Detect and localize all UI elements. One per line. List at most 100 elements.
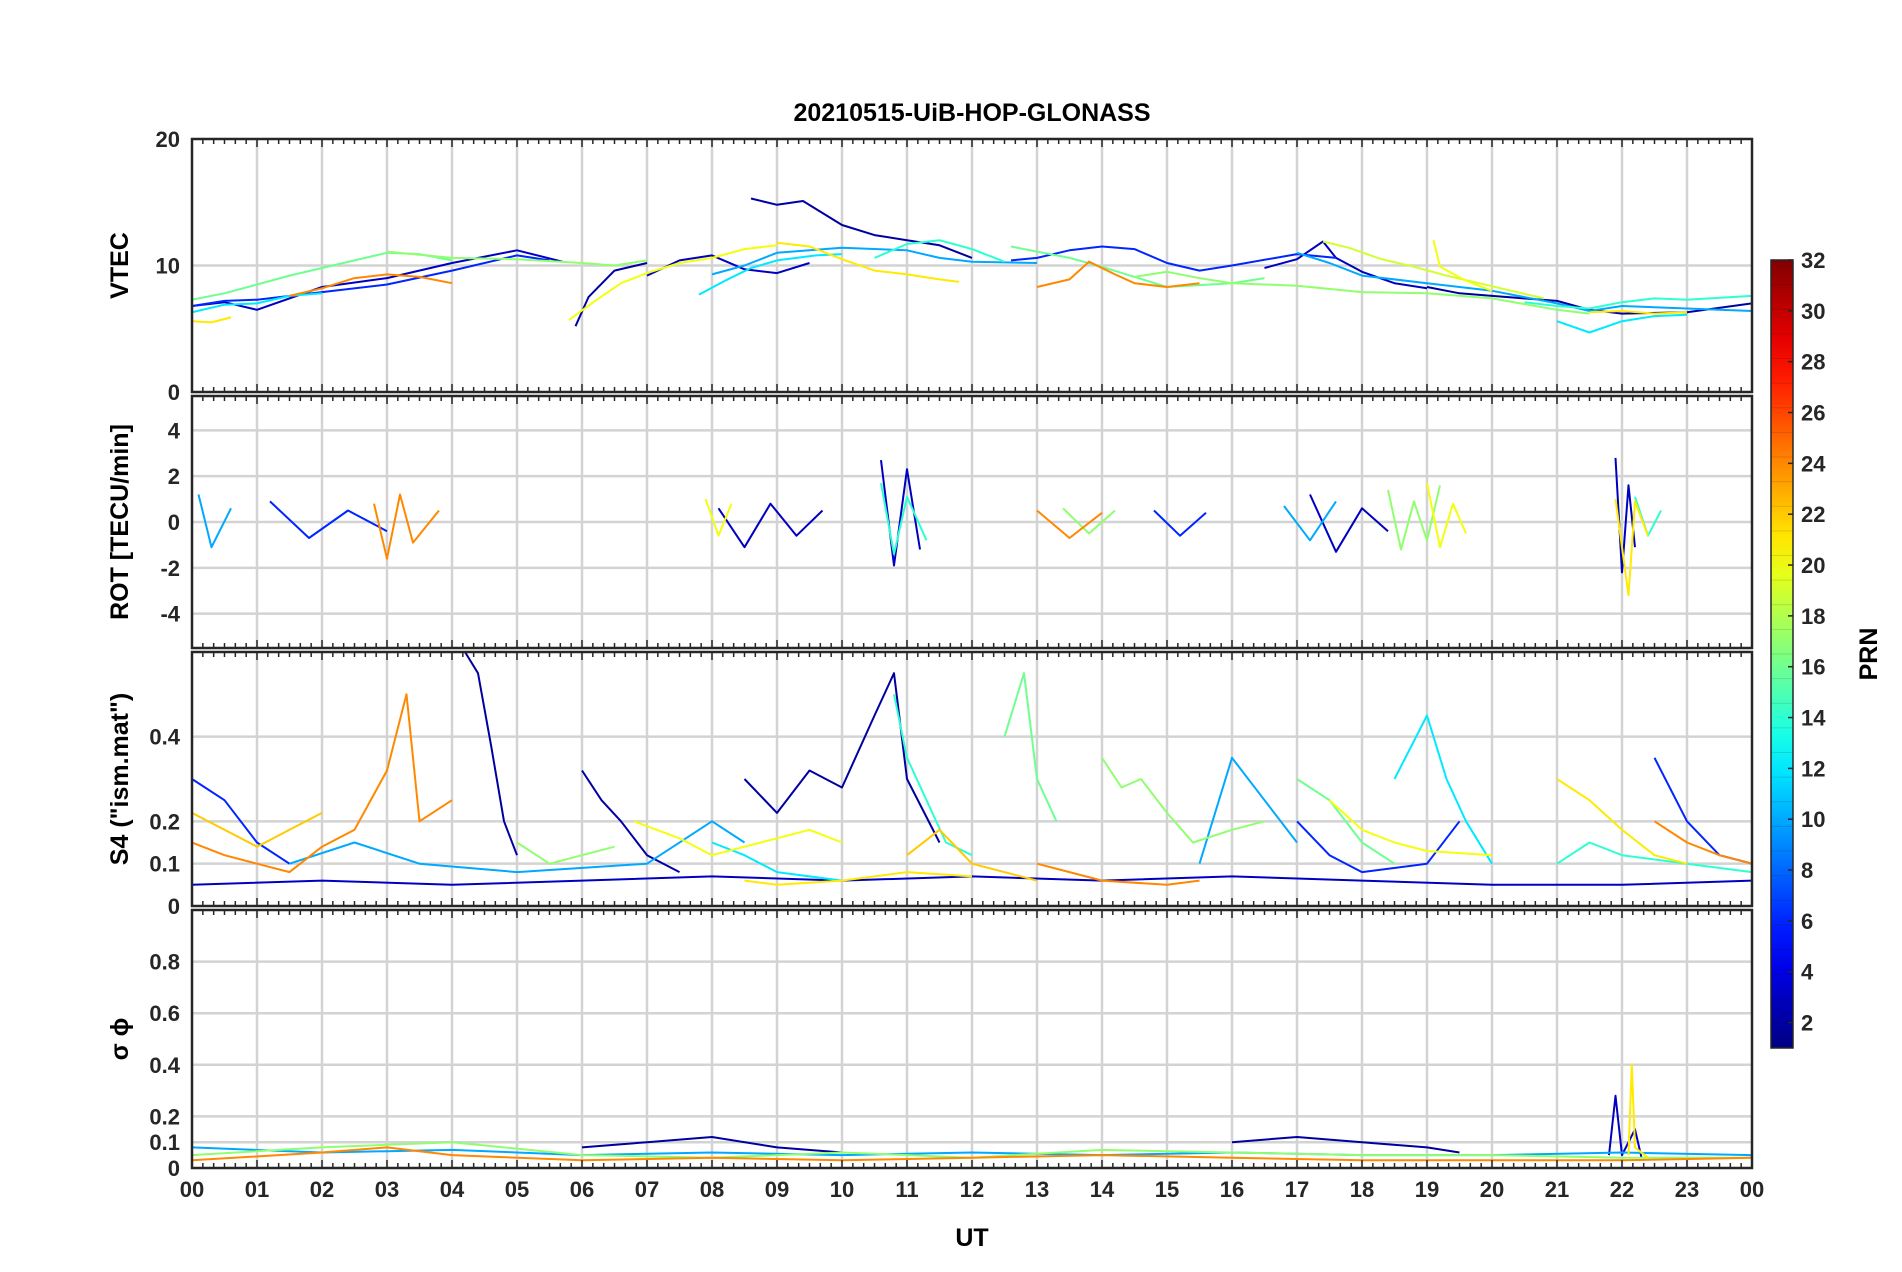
series-line-prn-24 — [289, 273, 453, 297]
y-tick-label: 0.2 — [149, 1104, 180, 1129]
series-line-prn-2 — [581, 769, 680, 873]
series-line-prn-3 — [646, 254, 810, 277]
panel-sigma-phi: 00.10.2 0.4 0.6 0.8 σ ϕ — [106, 908, 1754, 1181]
series-line-prn-21 — [1614, 498, 1649, 597]
series-line-prn-3 — [192, 249, 563, 311]
series-line-prn-21 — [192, 316, 232, 324]
x-tick-label: 06 — [570, 1177, 594, 1202]
colorbar-tick-label: 32 — [1801, 248, 1825, 273]
y-tick-label: 0.8 — [149, 950, 180, 975]
panel-s4: 0 0.1 0.2 0.4 S4 ("ism.mat") — [106, 650, 1754, 919]
series-line-prn-17 — [516, 841, 615, 865]
y-tick-label: 0.1 — [149, 1130, 180, 1155]
y-tick-label: 0 — [168, 894, 180, 919]
y-tick-label: 10 — [156, 254, 180, 279]
x-tick-label: 21 — [1545, 1177, 1569, 1202]
series-line-prn-16 — [1296, 778, 1396, 865]
series-line-prn-17 — [1062, 507, 1116, 535]
series-line-prn-12 — [1393, 714, 1493, 865]
series-line-prn-3 — [1614, 457, 1636, 574]
colorbar-gradient — [1771, 260, 1793, 1048]
series-line-prn-2 — [743, 672, 941, 843]
series-line-prn-2 — [1231, 1136, 1460, 1154]
x-tick-label: 14 — [1090, 1177, 1115, 1202]
series-line-prn-17 — [1134, 270, 1590, 315]
x-tick-label: 17 — [1285, 1177, 1309, 1202]
series-line-prn-14 — [1524, 294, 1752, 310]
colorbar-tick-label: 24 — [1801, 451, 1826, 476]
minor-ticks — [202, 139, 1742, 392]
series-line-prn-21 — [776, 241, 960, 283]
series-line-prn-21 — [744, 871, 973, 886]
series-line-prn-6 — [1153, 509, 1207, 537]
series-line-prn-24 — [1036, 260, 1200, 288]
series-line-prn-12 — [711, 841, 843, 882]
series-line-prn-22 — [906, 828, 1038, 882]
series-line-prn-17 — [1387, 485, 1441, 551]
colorbar-tick-label: 16 — [1801, 655, 1825, 680]
y-tick-label: 0.4 — [149, 725, 180, 750]
y-axis-label: S4 ("ism.mat") — [106, 693, 134, 865]
colorbar-label: PRN — [1855, 628, 1883, 681]
series-line-prn-12 — [1556, 313, 1688, 334]
series-line-prn-21 — [1556, 778, 1688, 865]
y-tick-label: 0.6 — [149, 1001, 180, 1026]
y-tick-label: 4 — [168, 418, 181, 443]
x-tick-labels: 00 01 02 03 04 05 06 07 08 09 10 11 12 13 14 15 16 17 18 19… — [180, 1177, 1764, 1202]
series-line-prn-10 — [197, 494, 232, 549]
x-tick-label: 02 — [310, 1177, 334, 1202]
series-line-prn-20 — [568, 244, 778, 321]
series-line-prn-6 — [192, 254, 550, 307]
y-axis-label: VTEC — [106, 232, 134, 299]
panel-vtec: 0 10 20 VTEC — [106, 127, 1754, 405]
panel-grid — [192, 139, 1752, 392]
minor-ticks — [202, 910, 1742, 1168]
series-line-prn-12 — [698, 253, 843, 296]
series-line-prn-21 — [1589, 310, 1688, 315]
series-line-prn-24 — [1036, 509, 1103, 539]
y-tick-label: 0 — [168, 380, 180, 405]
series-line-prn-19 — [1322, 240, 1545, 300]
colorbar-tick-label: 8 — [1801, 858, 1813, 883]
series-group — [197, 457, 1662, 597]
series-line-prn-10 — [1283, 500, 1337, 542]
series-line-prn-14 — [874, 239, 1005, 263]
series-line-prn-24 — [1653, 820, 1752, 865]
colorbar-tick-label: 22 — [1801, 502, 1825, 527]
y-tick-label: 0 — [168, 1156, 180, 1181]
colorbar-tick-label: 10 — [1801, 807, 1825, 832]
x-tick-label: 19 — [1415, 1177, 1439, 1202]
series-line-prn-3 — [1608, 1094, 1643, 1158]
y-tick-label: 2 — [168, 464, 180, 489]
colorbar-tick-label: 28 — [1801, 350, 1825, 375]
series-line-prn-14 — [880, 482, 928, 556]
series-line-prn-10 — [1296, 251, 1752, 312]
minor-ticks — [202, 396, 1742, 648]
series-line-prn-16 — [1010, 245, 1265, 288]
colorbar-tick-label: 12 — [1801, 756, 1825, 781]
y-tick-label: 20 — [156, 127, 180, 152]
colorbar-tick-label: 6 — [1801, 909, 1813, 934]
series-line-prn-2 — [464, 652, 518, 856]
series-line-prn-10 — [711, 246, 1038, 276]
series-line-prn-17 — [1101, 757, 1265, 844]
panel-grid — [192, 396, 1752, 648]
series-line-prn-6 — [1296, 820, 1461, 874]
series-line-prn-20 — [1432, 239, 1493, 292]
series-line-prn-6 — [269, 500, 388, 539]
x-tick-label: 01 — [245, 1177, 269, 1202]
series-line-prn-10 — [1198, 756, 1298, 864]
x-tick-label: 08 — [700, 1177, 724, 1202]
chart-title: 20210515-UiB-HOP-GLONASS — [793, 99, 1150, 127]
series-line-prn-17 — [386, 250, 648, 267]
series-line-prn-16 — [1003, 672, 1058, 822]
series-line-prn-24 — [192, 693, 453, 874]
colorbar-tick-label: 18 — [1801, 604, 1825, 629]
panel-grid — [192, 910, 1752, 1168]
y-tick-label: 0.4 — [149, 1053, 180, 1078]
x-tick-label: 09 — [765, 1177, 789, 1202]
x-tick-label: 00 — [1740, 1177, 1764, 1202]
x-tick-label: 20 — [1480, 1177, 1504, 1202]
